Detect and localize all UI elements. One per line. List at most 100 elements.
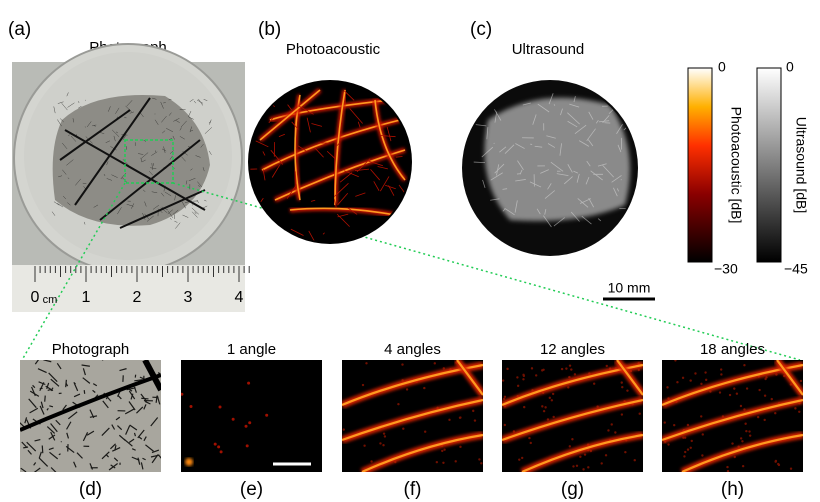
speckle (549, 397, 551, 399)
speckle (362, 384, 364, 386)
spot (217, 445, 220, 448)
speckle (682, 437, 684, 439)
speckle (606, 365, 608, 367)
speckle (570, 368, 572, 370)
speckle (624, 451, 626, 453)
colorbar (757, 68, 781, 262)
speckle (480, 462, 482, 464)
speckle (726, 466, 728, 468)
speckle (521, 457, 523, 459)
speckle (742, 465, 744, 467)
ruler-label: 0 (31, 289, 40, 306)
colorbar-tick: 0 (718, 59, 726, 75)
ruler-label: 1 (82, 289, 91, 306)
speckle (774, 412, 776, 414)
spot (219, 405, 222, 408)
speckle (384, 435, 386, 437)
speckle (743, 364, 745, 366)
speckle (744, 423, 746, 425)
figure: (a) Photograph (b) Photoacoustic (c) Ult… (0, 0, 820, 502)
speckle (552, 393, 554, 395)
speckle (567, 386, 569, 388)
speckle (615, 96, 625, 102)
speckle (568, 376, 570, 378)
ultrasound-image (462, 80, 638, 256)
speckle (569, 445, 571, 447)
speckle (798, 411, 800, 413)
ruler-label: 4 (235, 289, 244, 306)
speckle (343, 428, 345, 430)
spot (220, 450, 223, 453)
speckle (459, 446, 461, 448)
speckle (379, 442, 381, 444)
speckle (720, 368, 722, 370)
spot (190, 405, 193, 408)
spot (185, 458, 193, 466)
capillary (380, 88, 392, 95)
panel-letter: (h) (721, 479, 744, 500)
spot (232, 418, 235, 421)
spot (214, 443, 217, 446)
colorbar-tick: 0 (786, 59, 794, 75)
speckle (506, 368, 508, 370)
speckle (757, 416, 759, 418)
speckle (561, 368, 563, 370)
speckle (494, 143, 495, 144)
speckle (541, 405, 543, 407)
spot (245, 425, 248, 428)
speckle (382, 444, 384, 446)
speckle (434, 362, 436, 364)
panel-title: 18 angles (700, 341, 765, 358)
speckle (731, 442, 733, 444)
speckle (729, 394, 731, 396)
vein (42, 446, 43, 454)
background (20, 360, 161, 472)
speckle (727, 470, 729, 472)
ruler-label: 2 (133, 289, 142, 306)
speckle (687, 424, 689, 426)
ruler-label: 3 (184, 289, 193, 306)
speckle (702, 433, 704, 435)
speckle (621, 413, 623, 415)
speckle (436, 461, 438, 463)
speckle (634, 459, 636, 461)
panel-image (502, 360, 643, 472)
speckle (552, 416, 554, 418)
speckle (593, 383, 595, 385)
speckle (683, 455, 685, 457)
speckle (587, 466, 589, 468)
speckle (441, 450, 443, 452)
speckle (689, 379, 691, 381)
speckle (777, 463, 779, 465)
vein (45, 396, 46, 402)
speckle (518, 458, 520, 460)
speckle (740, 437, 742, 439)
colorbar-label: Photoacoustic [dB] (728, 107, 744, 224)
speckle (516, 376, 518, 378)
speckle (401, 363, 403, 365)
speckle (748, 430, 750, 432)
panel-image (662, 359, 803, 472)
photoacoustic-image (242, 80, 412, 244)
speckle (584, 453, 586, 455)
speckle (740, 405, 742, 407)
speckle (771, 398, 773, 400)
speckle (745, 430, 747, 432)
speckle (472, 410, 474, 412)
speckle (741, 440, 743, 442)
speckle (611, 423, 613, 425)
speckle (719, 391, 721, 393)
speckle (542, 369, 544, 371)
speckle (674, 359, 676, 361)
colorbar-label: Ultrasound [dB] (793, 117, 809, 214)
panel-title: 4 angles (384, 341, 441, 358)
panel-title: Photograph (52, 341, 130, 358)
panel-title: Photoacoustic (286, 41, 381, 58)
speckle (700, 415, 702, 417)
speckle (764, 378, 766, 380)
panel-letter: (d) (79, 479, 102, 500)
speckle (443, 449, 445, 451)
speckle (383, 432, 385, 434)
speckle (684, 451, 686, 453)
panel-letter: (c) (470, 19, 492, 40)
